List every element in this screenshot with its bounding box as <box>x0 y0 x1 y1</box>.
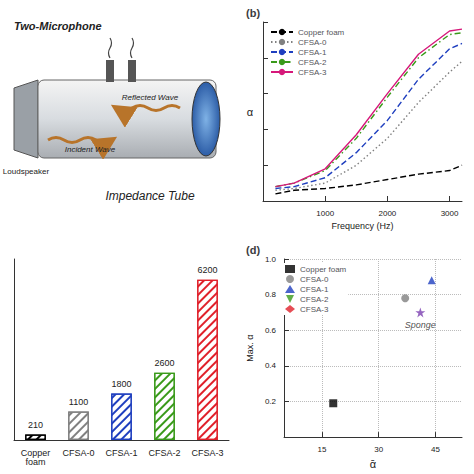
svg-text:Incident Wave: Incident Wave <box>65 145 116 154</box>
svg-text:210: 210 <box>28 420 43 430</box>
svg-text:6200: 6200 <box>197 265 217 275</box>
svg-text:CFSA-2: CFSA-2 <box>298 58 327 67</box>
svg-text:Loudspeaker: Loudspeaker <box>3 167 50 176</box>
svg-text:1.0: 1.0 <box>265 255 277 264</box>
svg-text:CFSA-2: CFSA-2 <box>148 448 180 458</box>
svg-text:Copper foam: Copper foam <box>300 265 347 274</box>
svg-text:(b): (b) <box>246 7 260 19</box>
svg-text:Sponge: Sponge <box>405 320 436 330</box>
svg-text:0.4: 0.4 <box>265 361 277 370</box>
svg-text:Two-Microphone: Two-Microphone <box>14 20 102 32</box>
svg-text:30: 30 <box>374 445 383 454</box>
svg-text:Max. α: Max. α <box>245 334 255 361</box>
svg-text:45: 45 <box>431 445 440 454</box>
svg-text:Reflected Wave: Reflected Wave <box>122 93 179 102</box>
svg-text:Impedance Tube: Impedance Tube <box>105 189 194 203</box>
svg-text:CFSA-3: CFSA-3 <box>298 68 327 77</box>
svg-text:CFSA-0: CFSA-0 <box>298 38 327 47</box>
svg-text:15: 15 <box>317 445 326 454</box>
svg-text:CFSA-1: CFSA-1 <box>105 448 137 458</box>
svg-text:ᾱ: ᾱ <box>370 458 377 470</box>
svg-text:CFSA-1: CFSA-1 <box>300 285 329 294</box>
svg-text:(d): (d) <box>246 244 260 256</box>
svg-text:foam: foam <box>25 457 45 467</box>
svg-text:2000: 2000 <box>378 209 396 218</box>
svg-text:CFSA-0: CFSA-0 <box>300 275 329 284</box>
svg-text:CFSA-3: CFSA-3 <box>300 305 329 314</box>
svg-text:CFSA-2: CFSA-2 <box>300 295 329 304</box>
svg-text:CFSA-1: CFSA-1 <box>298 48 327 57</box>
svg-text:1100: 1100 <box>69 397 88 407</box>
svg-text:Copper: Copper <box>20 447 51 458</box>
svg-text:1800: 1800 <box>111 379 131 389</box>
svg-text:3000: 3000 <box>441 209 459 218</box>
svg-text:0.2: 0.2 <box>265 397 277 406</box>
svg-text:CFSA-3: CFSA-3 <box>191 448 223 458</box>
svg-text:1000: 1000 <box>316 209 334 218</box>
svg-text:α: α <box>247 106 254 118</box>
svg-text:0.6: 0.6 <box>265 326 277 335</box>
svg-text:2600: 2600 <box>154 358 174 368</box>
svg-text:Frequency (Hz): Frequency (Hz) <box>331 221 393 231</box>
svg-text:Copper foam: Copper foam <box>298 28 345 37</box>
svg-text:CFSA-0: CFSA-0 <box>62 448 94 458</box>
svg-text:0.8: 0.8 <box>265 290 277 299</box>
